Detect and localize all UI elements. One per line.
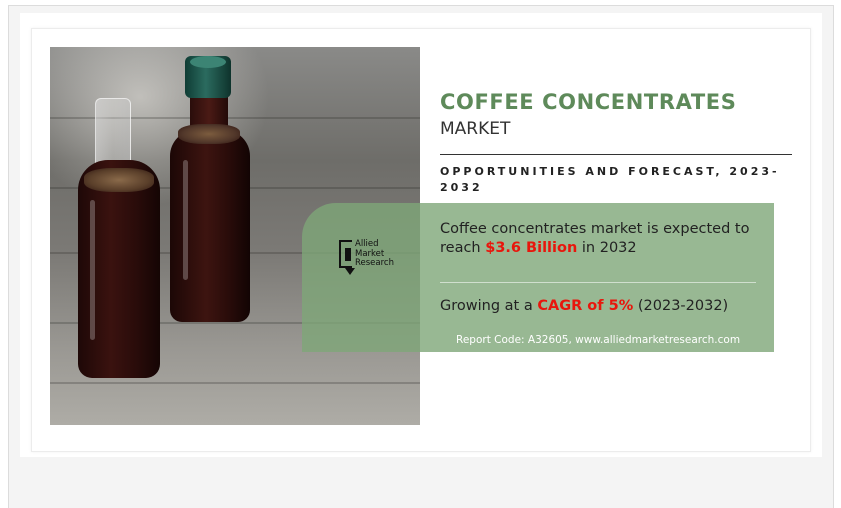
allied-market-research-logo: Allied Market Research	[339, 239, 409, 280]
glass-shine	[183, 160, 188, 280]
wood-plank-line	[50, 382, 420, 384]
stats-divider	[440, 282, 756, 283]
left-bottle-foam	[84, 168, 154, 192]
logo-text: Allied Market Research	[355, 239, 394, 269]
wood-plank-line	[50, 322, 420, 324]
report-code: Report Code: A32605, www.alliedmarketres…	[456, 334, 741, 346]
growth-prefix: Growing at a	[440, 298, 538, 314]
projection-suffix: in 2032	[577, 240, 637, 256]
right-bottle	[170, 130, 250, 322]
report-title: COFFEE CONCENTRATES	[440, 90, 737, 114]
right-bottle-foam	[178, 124, 240, 144]
title-divider	[440, 154, 792, 155]
report-subtitle: MARKET	[440, 119, 511, 139]
logo-mark-icon	[339, 240, 352, 268]
growth-suffix: (2023-2032)	[633, 298, 729, 314]
market-projection: Coffee concentrates market is expected t…	[440, 220, 765, 258]
logo-line: Allied	[355, 239, 379, 249]
growth-rate: Growing at a CAGR of 5% (2023-2032)	[440, 298, 728, 314]
logo-tail-icon	[345, 268, 355, 275]
left-bottle-neck	[95, 98, 131, 168]
stats-box	[302, 203, 774, 352]
logo-line: Research	[355, 258, 394, 268]
projection-value: $3.6 Billion	[485, 240, 578, 256]
bottle-cap-top	[190, 56, 226, 68]
growth-value: CAGR of 5%	[537, 298, 634, 314]
logo-line: Market	[355, 248, 385, 259]
wood-plank-line	[50, 117, 420, 119]
left-bottle	[78, 160, 160, 378]
projection-prefix: Coffee concentrates market is expected t…	[440, 221, 750, 256]
glass-shine	[90, 200, 95, 340]
forecast-label: OPPORTUNITIES AND FORECAST, 2023-2032	[440, 165, 780, 194]
